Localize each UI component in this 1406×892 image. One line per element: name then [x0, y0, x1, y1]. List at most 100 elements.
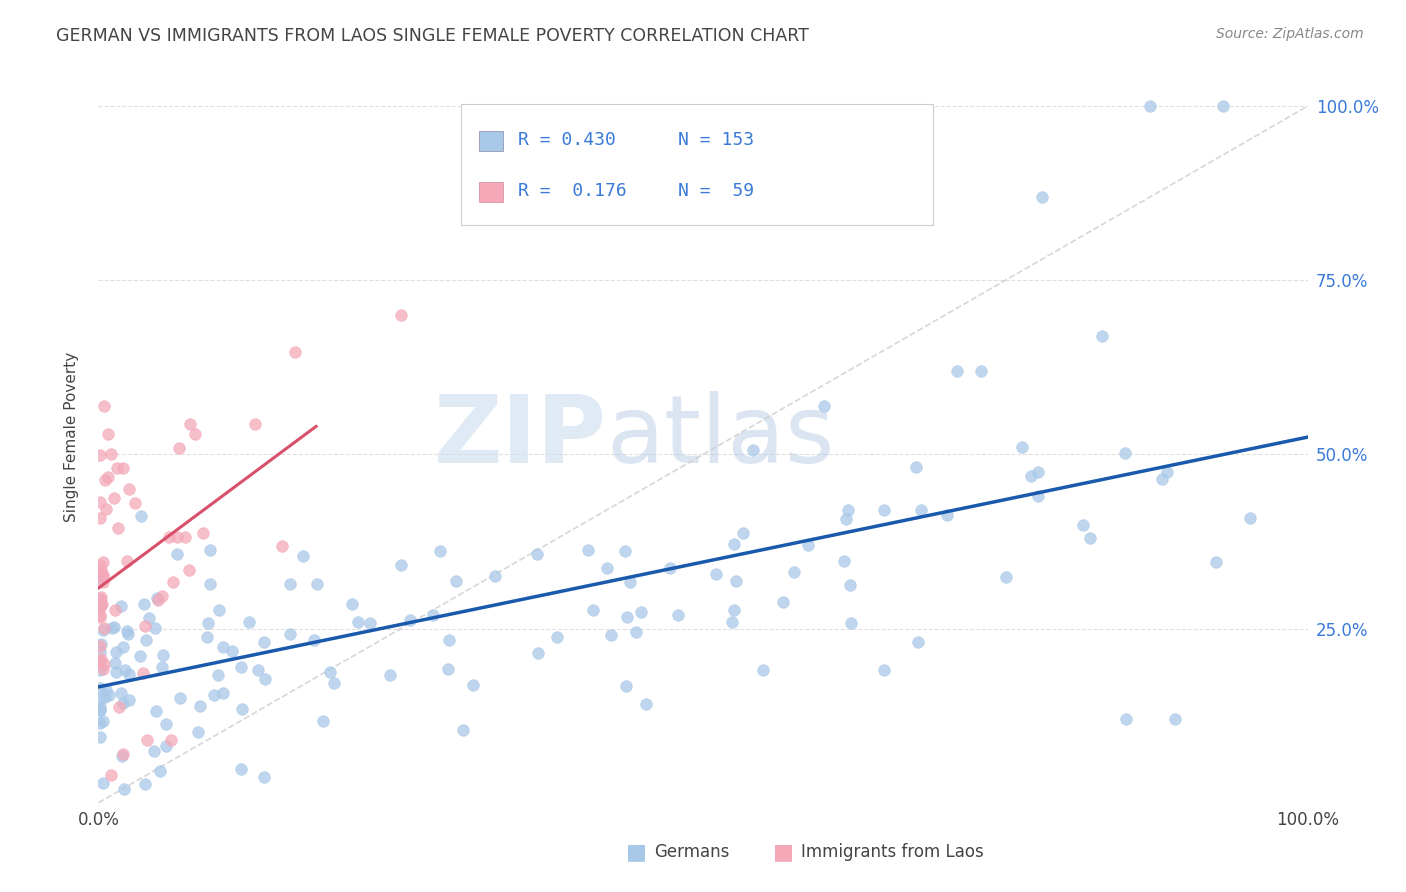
Point [91, 555, 114, 569]
Point [910, 503, 932, 517]
Y-axis label: Single Female Poverty: Single Female Poverty [65, 352, 79, 522]
Point [89, 448, 111, 462]
Point [90, 599, 112, 613]
Point [96, 682, 118, 697]
Point [231, 762, 253, 776]
Point [89, 593, 111, 607]
Point [103, 620, 125, 634]
Point [89, 654, 111, 668]
Point [89, 663, 111, 677]
Text: ■: ■ [773, 842, 794, 862]
Point [838, 577, 860, 591]
Point [100, 768, 122, 782]
Point [1026, 489, 1049, 503]
Point [187, 724, 209, 739]
Point [145, 705, 167, 719]
Point [135, 733, 157, 747]
Point [91, 568, 114, 582]
Point [100, 448, 122, 462]
Point [91, 714, 114, 728]
Point [723, 603, 745, 617]
Point [138, 611, 160, 625]
Point [422, 607, 444, 622]
Point [231, 702, 253, 716]
Point [429, 543, 451, 558]
Point [111, 747, 134, 761]
Point [157, 530, 180, 544]
Point [108, 700, 131, 714]
Point [118, 483, 141, 497]
Point [193, 526, 215, 541]
Point [132, 597, 155, 611]
Point [89, 691, 111, 706]
Point [582, 603, 605, 617]
Point [89, 600, 111, 615]
Point [91, 624, 114, 638]
Point [619, 575, 641, 590]
Point [212, 686, 235, 700]
Point [312, 714, 335, 728]
Point [134, 777, 156, 791]
Point [89, 564, 111, 578]
Point [347, 615, 370, 630]
Point [112, 781, 135, 796]
Point [302, 632, 325, 647]
Point [124, 496, 146, 510]
Point [305, 577, 328, 591]
Point [143, 621, 166, 635]
Point [104, 656, 127, 670]
Text: N =  59: N = 59 [678, 182, 755, 200]
Point [110, 686, 132, 700]
Point [98, 688, 121, 702]
Point [398, 613, 420, 627]
Point [93, 775, 115, 789]
Point [389, 558, 412, 572]
Point [111, 696, 134, 710]
Point [752, 664, 775, 678]
Point [112, 640, 135, 655]
Point [118, 667, 141, 681]
Point [742, 443, 765, 458]
Point [1091, 329, 1114, 343]
Point [596, 561, 619, 575]
Point [91, 597, 114, 611]
Point [1011, 440, 1033, 454]
Point [720, 615, 742, 629]
Point [1078, 531, 1101, 545]
Point [813, 399, 835, 413]
Point [94, 690, 117, 704]
Point [278, 627, 301, 641]
Point [1019, 468, 1042, 483]
Text: ZIP: ZIP [433, 391, 606, 483]
Point [1115, 712, 1137, 726]
Text: ■: ■ [626, 842, 647, 862]
Point [238, 615, 260, 629]
Point [150, 660, 173, 674]
Point [202, 688, 225, 702]
Point [616, 610, 638, 624]
Point [118, 693, 141, 707]
Point [89, 681, 111, 695]
Point [90, 651, 112, 665]
Point [526, 547, 548, 561]
Point [166, 547, 188, 561]
Point [463, 678, 485, 692]
Point [936, 508, 959, 523]
Point [198, 576, 221, 591]
Point [94, 473, 117, 487]
Point [97, 470, 120, 484]
Point [546, 630, 568, 644]
Point [90, 564, 112, 578]
Point [142, 744, 165, 758]
Point [970, 364, 993, 378]
Point [231, 660, 253, 674]
Point [155, 739, 177, 754]
Point [444, 574, 467, 588]
Point [129, 648, 152, 663]
Point [837, 503, 859, 517]
Point [104, 603, 127, 617]
Text: Immigrants from Laos: Immigrants from Laos [801, 843, 984, 861]
Point [89, 715, 111, 730]
Point [389, 308, 412, 322]
Point [184, 426, 207, 441]
